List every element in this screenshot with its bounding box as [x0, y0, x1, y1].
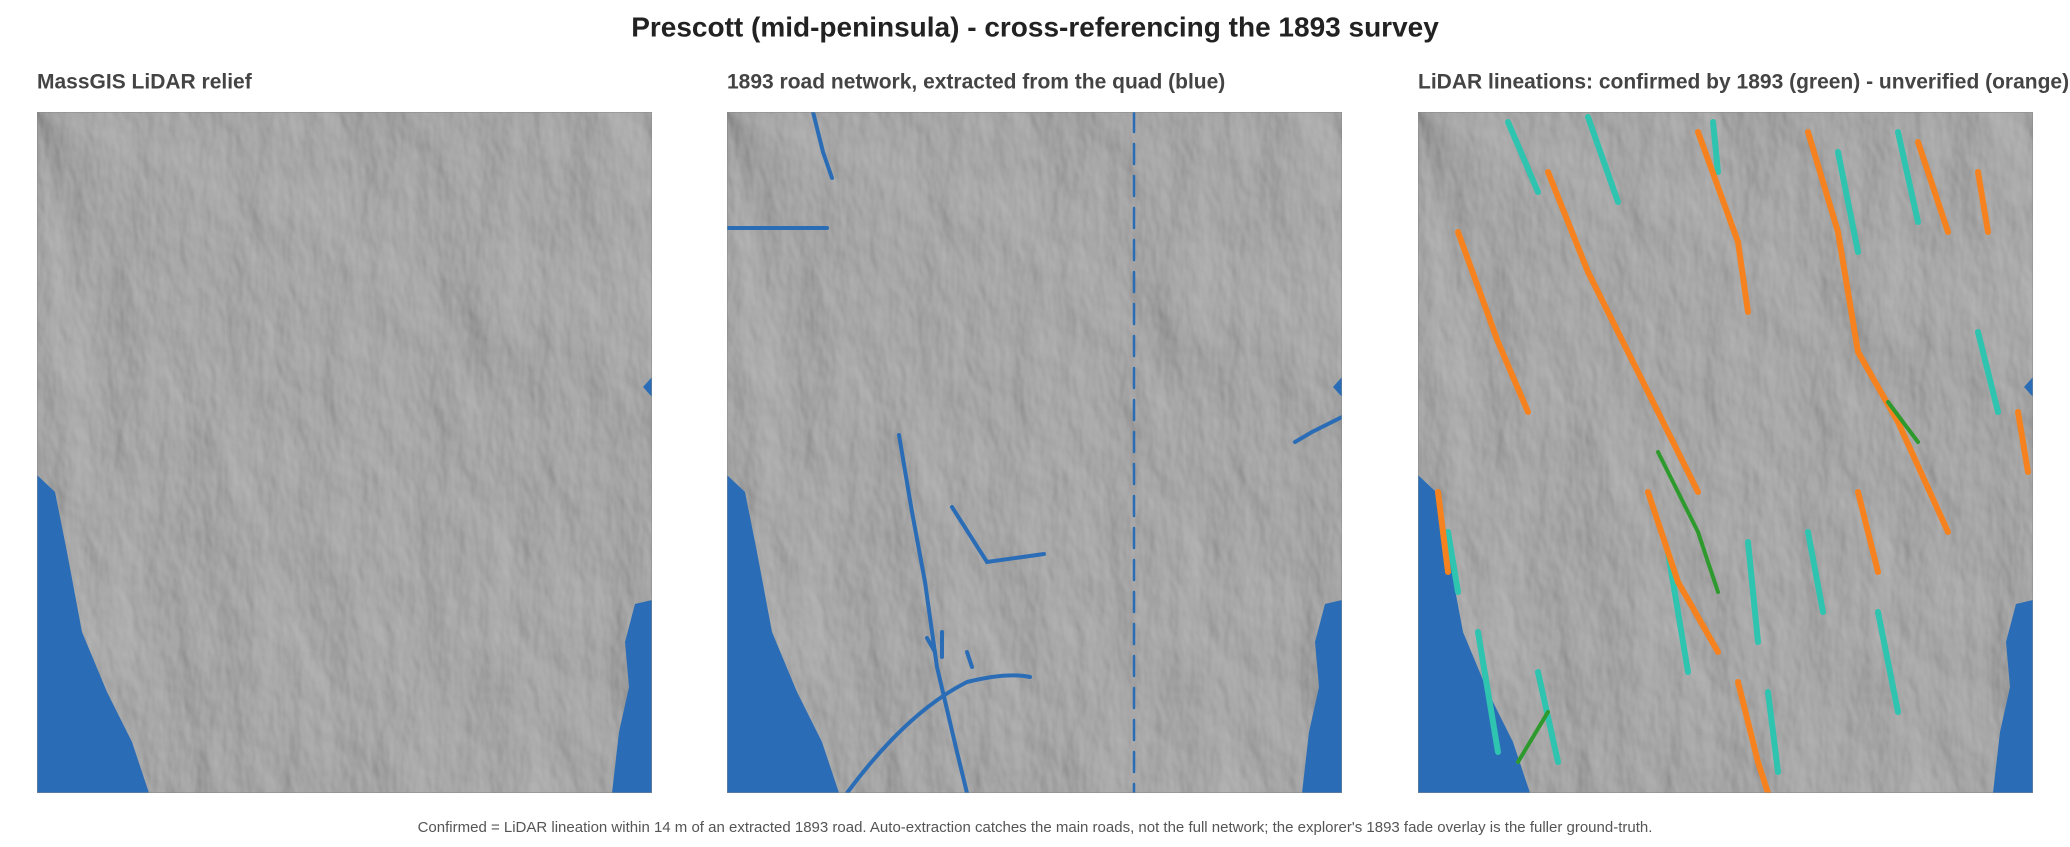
panel-title: 1893 road network, extracted from the qu…: [727, 71, 1225, 94]
lineation-map: [1418, 112, 2033, 793]
figure-title: Prescott (mid-peninsula) - cross-referen…: [631, 11, 1439, 42]
relief-map: [37, 112, 652, 793]
panel-title: MassGIS LiDAR relief: [37, 71, 253, 94]
road-map: [727, 112, 1342, 793]
panel-title: LiDAR lineations: confirmed by 1893 (gre…: [1418, 71, 2069, 94]
caption: Confirmed = LiDAR lineation within 14 m …: [418, 819, 1653, 836]
